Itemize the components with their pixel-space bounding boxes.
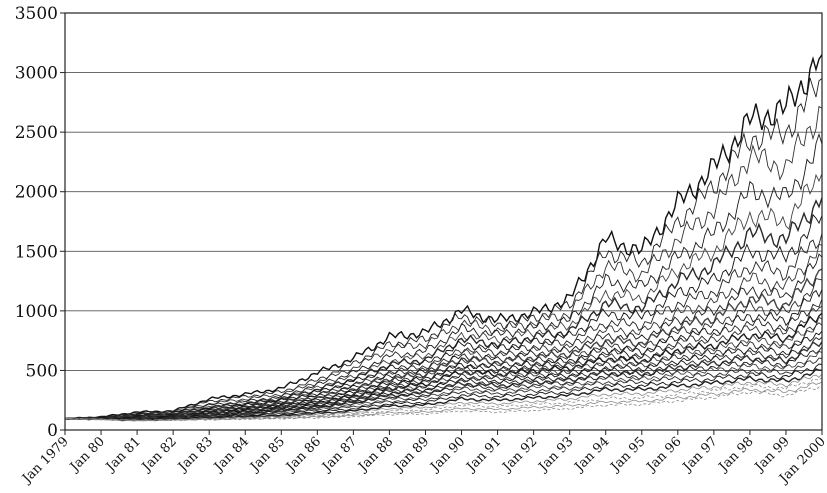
series-line-18	[64, 322, 823, 420]
series-line-22	[64, 346, 823, 421]
series-line-17	[64, 316, 823, 420]
x-tick-label-14: Jan 93	[535, 434, 577, 476]
y-tick-label-0: 0	[47, 421, 58, 441]
y-tick-label-2500: 2500	[15, 123, 58, 143]
x-tick-label-12: Jan 91	[463, 434, 505, 476]
gridlines	[65, 72, 822, 371]
y-tick-label-500: 500	[26, 361, 58, 381]
x-tick-label-5: Jan 84	[210, 434, 252, 476]
y-tick-label-1000: 1000	[15, 302, 58, 322]
series-line-12	[65, 277, 823, 420]
x-tick-label-10: Jan 89	[391, 434, 433, 476]
series-line-14	[64, 298, 823, 420]
x-tick-label-1: Jan 80	[66, 434, 108, 476]
x-tick-label-6: Jan 85	[246, 434, 288, 476]
series-line-28	[64, 377, 823, 422]
series-line-8	[64, 233, 823, 420]
series-line-9	[64, 243, 823, 420]
x-tick-label-11: Jan 90	[427, 434, 469, 476]
x-tick-label-17: Jan 96	[643, 434, 685, 476]
x-tick-label-16: Jan 95	[607, 434, 649, 476]
series-line-6	[64, 197, 823, 420]
x-tick-label-4: Jan 83	[174, 434, 216, 476]
series-line-16	[64, 312, 823, 420]
series-line-13	[64, 289, 823, 420]
y-tick-label-3000: 3000	[15, 64, 58, 84]
y-axis-ticks: 0 500 1000 1500 2000 2500 3000 3500	[15, 4, 65, 441]
x-tick-label-3: Jan 82	[138, 434, 180, 476]
y-tick-label-2000: 2000	[15, 183, 58, 203]
x-tick-label-9: Jan 88	[355, 434, 397, 476]
series-layer	[64, 54, 823, 422]
x-tick-label-15: Jan 94	[571, 434, 613, 476]
x-tick-label-18: Jan 97	[679, 434, 721, 476]
x-tick-label-2: Jan 81	[102, 434, 144, 476]
x-tick-label-7: Jan 86	[282, 434, 324, 476]
series-line-11	[64, 268, 823, 421]
series-line-2	[64, 77, 823, 420]
x-tick-label-8: Jan 87	[318, 434, 360, 476]
series-line-1	[64, 54, 823, 420]
y-tick-label-1500: 1500	[15, 242, 58, 262]
series-line-30	[64, 385, 823, 422]
plot-frame	[64, 12, 823, 431]
x-tick-label-19: Jan 98	[715, 434, 757, 476]
x-tick-label-0: Jan 1979	[18, 434, 71, 487]
x-tick-label-13: Jan 92	[499, 434, 541, 476]
series-line-3	[64, 105, 823, 420]
y-tick-label-3500: 3500	[15, 4, 58, 24]
